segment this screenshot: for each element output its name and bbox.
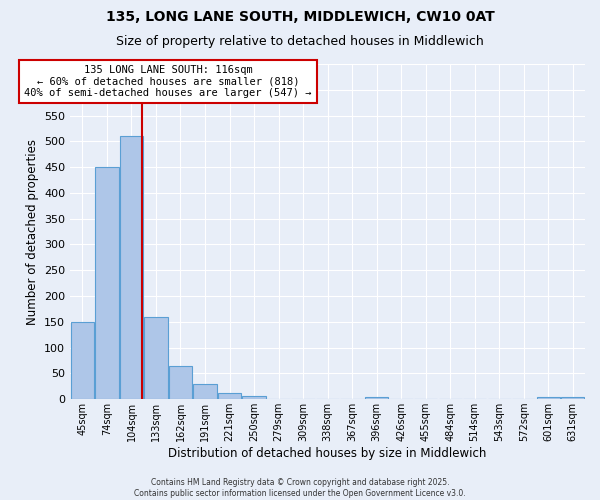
Bar	[71, 322, 94, 399]
Bar	[536, 396, 560, 399]
Y-axis label: Number of detached properties: Number of detached properties	[26, 138, 38, 324]
Bar	[169, 366, 192, 399]
Text: Contains HM Land Registry data © Crown copyright and database right 2025.
Contai: Contains HM Land Registry data © Crown c…	[134, 478, 466, 498]
Text: Size of property relative to detached houses in Middlewich: Size of property relative to detached ho…	[116, 35, 484, 48]
Bar	[218, 393, 241, 399]
Bar	[365, 396, 388, 399]
Bar	[95, 167, 119, 399]
Text: 135, LONG LANE SOUTH, MIDDLEWICH, CW10 0AT: 135, LONG LANE SOUTH, MIDDLEWICH, CW10 0…	[106, 10, 494, 24]
X-axis label: Distribution of detached houses by size in Middlewich: Distribution of detached houses by size …	[169, 447, 487, 460]
Text: 135 LONG LANE SOUTH: 116sqm
← 60% of detached houses are smaller (818)
40% of se: 135 LONG LANE SOUTH: 116sqm ← 60% of det…	[25, 65, 312, 98]
Bar	[242, 396, 266, 399]
Bar	[193, 384, 217, 399]
Bar	[120, 136, 143, 399]
Bar	[145, 316, 167, 399]
Bar	[561, 396, 584, 399]
